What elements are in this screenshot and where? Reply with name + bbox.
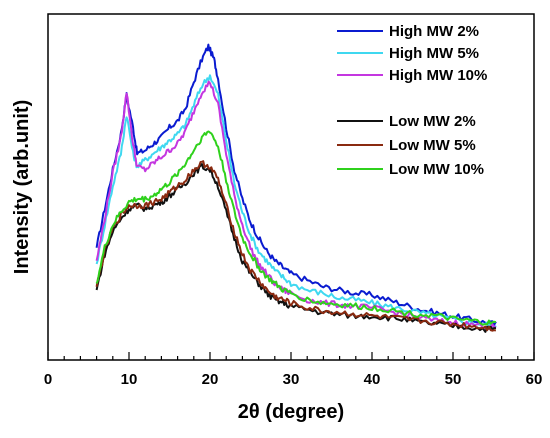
legend-label: High MW 10%	[389, 67, 487, 84]
plot-frame	[47, 13, 535, 361]
legend-label: Low MW 5%	[389, 137, 476, 154]
x-axis-ticks	[47, 352, 535, 360]
series-line-low-mw-2-	[95, 163, 497, 333]
x-tick-label: 40	[364, 371, 381, 388]
y-axis-title: Intensity (arb.unit)	[11, 100, 33, 274]
x-tick-label: 20	[202, 371, 219, 388]
x-tick-label: 10	[121, 371, 138, 388]
series-layer	[95, 43, 497, 333]
series-line-high-mw-2-	[95, 43, 497, 326]
legend-label: High MW 2%	[389, 23, 479, 40]
legend-label: Low MW 10%	[389, 161, 484, 178]
legend-label: High MW 5%	[389, 45, 479, 62]
series-line-high-mw-5-	[95, 74, 497, 330]
series-line-low-mw-10-	[95, 130, 497, 326]
x-tick-label: 60	[526, 371, 543, 388]
x-tick-label: 50	[445, 371, 462, 388]
x-axis-title: 2θ (degree)	[238, 401, 344, 423]
legend-label: Low MW 2%	[389, 113, 476, 130]
x-axis-tick-labels: 0 10 20 30 40 50 60	[44, 371, 543, 388]
series-line-low-mw-5-	[95, 160, 497, 332]
legend: High MW 2% High MW 5% High MW 10% Low MW 2%…	[337, 23, 487, 178]
x-tick-label: 0	[44, 371, 52, 388]
x-tick-label: 30	[283, 371, 300, 388]
